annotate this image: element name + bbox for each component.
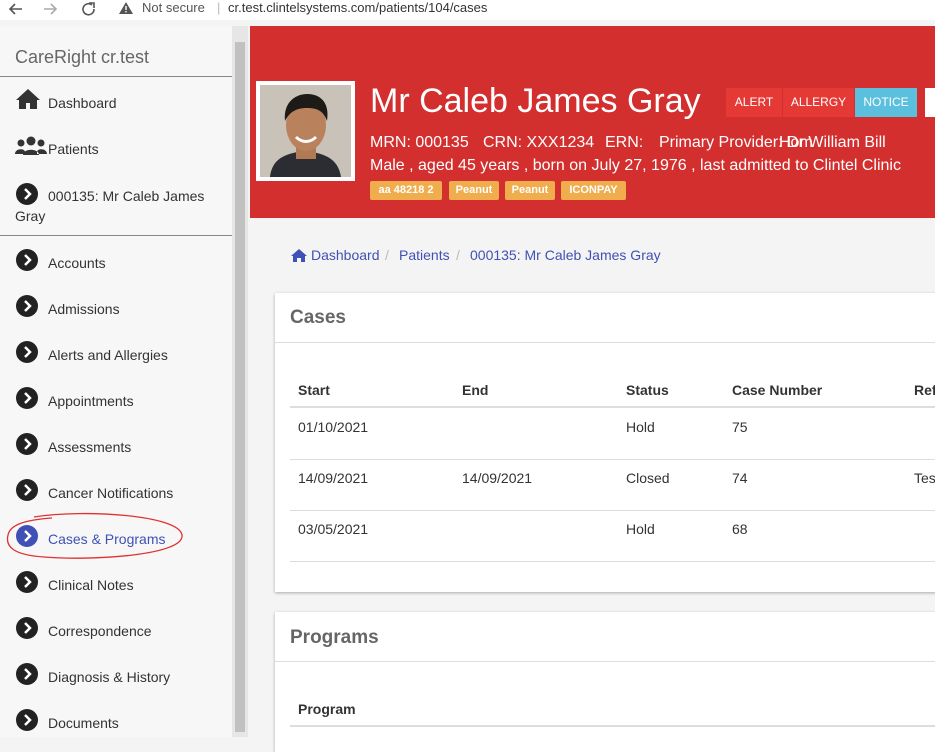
nav-link[interactable]: 000135: Mr Caleb James Gray [15, 188, 205, 224]
divider: | [217, 0, 221, 15]
chevron-icon [16, 571, 38, 593]
table-cell: 14/09/2021 [462, 470, 533, 486]
separator [0, 76, 232, 77]
nav-link[interactable]: Patients [48, 141, 99, 157]
menu-item[interactable]: Cases & Programs [48, 531, 166, 547]
table-cell: Hold [626, 419, 655, 435]
column-header: End [462, 382, 489, 398]
chevron-icon [16, 433, 38, 455]
panel-title: Cases [290, 307, 346, 328]
table-cell: Hold [626, 521, 655, 537]
breadcrumb-sep: / [456, 247, 460, 263]
info-item: CRN: XXX1234 [483, 134, 595, 151]
scroll-thumb[interactable] [235, 42, 245, 732]
chevron-icon [16, 479, 38, 501]
security-label: Not secure [142, 0, 205, 15]
menu-item[interactable]: Appointments [48, 393, 134, 409]
menu-item[interactable]: Correspondence [48, 623, 152, 639]
chevron-icon [16, 183, 38, 205]
chevron-icon [16, 525, 38, 547]
column-header: Start [298, 382, 330, 398]
chevron-icon [16, 387, 38, 409]
breadcrumb-link[interactable]: 000135: Mr Caleb James Gray [470, 247, 661, 263]
url[interactable]: cr.test.clintelsystems.com/patients/104/… [228, 0, 488, 15]
menu-item[interactable]: Diagnosis & History [48, 669, 171, 685]
table-cell: 68 [732, 521, 748, 537]
nav-buttons[interactable] [8, 0, 108, 18]
breadcrumb-home-icon [291, 249, 307, 262]
table-cell: Closed [626, 470, 670, 486]
column-header: Status [626, 382, 669, 398]
browser-bar: Not secure | cr.test.clintelsystems.com/… [0, 0, 935, 20]
table-cell: 75 [732, 419, 748, 435]
patient-header: Mr Caleb James Gray MRN: 000135 CRN: XXX1… [250, 26, 935, 218]
menu-item[interactable]: Clinical Notes [48, 577, 134, 593]
scrollbar[interactable] [232, 26, 248, 737]
panel-divider [275, 342, 935, 343]
table-cell: Tes [914, 470, 935, 486]
cases-panel: Cases Start End Status Case Number Ref 01/10/… [275, 293, 935, 592]
badge-edge [925, 88, 935, 117]
menu-item[interactable]: Alerts and Allergies [48, 347, 168, 363]
panel-title: Programs [290, 627, 379, 648]
info-item: MRN: 000135 [370, 134, 469, 151]
column-header: Ref [914, 382, 935, 398]
tag: aa 48218 2 [370, 181, 442, 200]
chevron-icon [16, 663, 38, 685]
table-cell: 14/09/2021 [298, 470, 369, 486]
menu-item[interactable]: Documents [48, 715, 119, 731]
sidebar: CareRight cr.test Dashboard Patients 000… [0, 26, 232, 737]
tag: Peanut [505, 181, 555, 200]
row-rule [290, 561, 935, 562]
annotation-circle [6, 512, 183, 559]
panel-divider [275, 661, 935, 662]
info-item: Hom [779, 134, 813, 151]
nav-link[interactable]: Dashboard [48, 95, 117, 111]
header-rule [290, 406, 935, 408]
separator [0, 235, 232, 236]
table-cell: 03/05/2021 [298, 521, 369, 537]
chevron-icon [16, 295, 38, 317]
chevron-icon [16, 341, 38, 363]
patient-name: Mr Caleb James Gray [370, 82, 701, 120]
brand[interactable]: CareRight cr.test [15, 47, 150, 67]
badge[interactable]: ALERT [726, 88, 782, 117]
row-rule [290, 459, 935, 460]
chevron-icon [16, 617, 38, 639]
chevron-icon [16, 709, 38, 731]
people-icon [15, 136, 47, 155]
tag: ICONPAY [561, 181, 626, 200]
avatar [256, 81, 355, 181]
info-item: Primary Provider: Dr William Bill [659, 134, 886, 151]
menu-item[interactable]: Cancer Notifications [48, 485, 174, 501]
chevron-icon [16, 249, 38, 271]
patient-details: Male , aged 45 years , born on July 27, … [370, 157, 901, 174]
warning-icon [119, 2, 133, 14]
info-item: ERN: [605, 134, 644, 151]
menu-item[interactable]: Assessments [48, 439, 132, 455]
row-rule [290, 510, 935, 511]
menu-item[interactable]: Admissions [48, 301, 120, 317]
header-rule [290, 725, 935, 727]
menu-item[interactable]: Accounts [48, 255, 106, 271]
badge[interactable]: NOTICE [855, 88, 917, 117]
home-icon [16, 89, 40, 109]
badge[interactable]: ALLERGY [783, 88, 854, 117]
tag: Peanut [449, 181, 499, 200]
programs-panel: Programs Program [275, 612, 935, 752]
breadcrumb-link[interactable]: Patients [399, 247, 450, 263]
breadcrumb-link[interactable]: Dashboard [311, 247, 380, 263]
table-cell: 01/10/2021 [298, 419, 369, 435]
table-cell: 74 [732, 470, 748, 486]
breadcrumb-sep: / [385, 247, 389, 263]
column-header: Case Number [732, 382, 823, 398]
column-header: Program [298, 701, 356, 717]
